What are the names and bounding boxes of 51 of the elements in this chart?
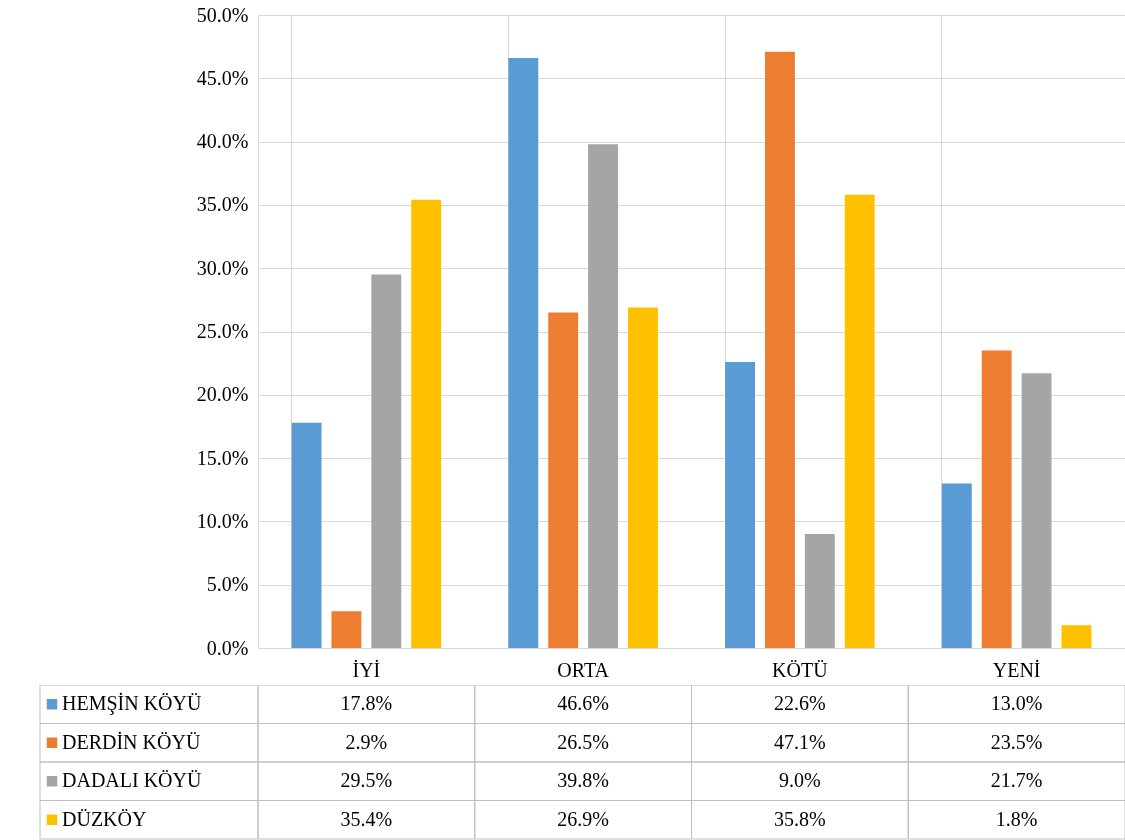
bar — [627, 307, 658, 648]
data-label: 21.7% — [990, 769, 1043, 792]
bar — [548, 312, 579, 648]
y-tick-label: 20.0% — [196, 383, 249, 406]
y-tick-label: 25.0% — [196, 320, 249, 342]
data-label: 9.0% — [779, 769, 821, 792]
bar — [508, 58, 539, 648]
bar — [981, 350, 1012, 648]
data-label: 47.1% — [774, 730, 826, 753]
bar — [331, 611, 362, 648]
data-label: 23.5% — [990, 730, 1043, 753]
data-label: 22.6% — [774, 692, 826, 715]
bar — [844, 194, 875, 648]
data-label: 35.4% — [340, 807, 393, 830]
data-label: 2.9% — [345, 730, 388, 753]
y-tick-label: 50.0% — [196, 3, 249, 26]
data-label: 26.9% — [557, 807, 609, 830]
bar — [1061, 625, 1092, 648]
legend-label: DERDİN KÖYÜ — [62, 730, 201, 753]
bar — [804, 534, 835, 648]
bar — [411, 199, 442, 648]
data-label: 17.8% — [340, 692, 393, 715]
bar — [764, 51, 795, 648]
data-label: 1.8% — [995, 807, 1038, 830]
data-label: 29.5% — [340, 769, 393, 792]
data-label: 46.6% — [557, 692, 609, 715]
bar — [941, 483, 972, 648]
legend-label: HEMŞİN KÖYÜ — [62, 692, 202, 716]
data-label: 35.8% — [774, 807, 826, 830]
x-tick-label: ORTA — [557, 658, 610, 681]
bar — [291, 422, 322, 648]
data-label: 39.8% — [557, 769, 609, 792]
bar — [725, 361, 756, 648]
data-label: 13.0% — [990, 692, 1043, 715]
y-tick-label: 40.0% — [196, 130, 249, 153]
y-tick-label: 30.0% — [196, 256, 249, 279]
y-tick-label: 5.0% — [206, 573, 249, 596]
y-tick-label: 45.0% — [196, 66, 249, 89]
legend-label: DÜZKÖY — [62, 807, 147, 830]
y-tick-label: 0.0% — [206, 636, 249, 659]
x-tick-label: KÖTÜ — [772, 658, 829, 681]
bar — [588, 144, 619, 648]
bar — [371, 274, 402, 648]
y-tick-label: 35.0% — [196, 193, 249, 216]
x-tick-label: İYİ — [352, 658, 381, 681]
legend-label: DADALI KÖYÜ — [62, 769, 202, 792]
x-tick-label: YENİ — [992, 658, 1041, 681]
y-tick-label: 15.0% — [196, 446, 249, 469]
y-tick-label: 10.0% — [196, 509, 249, 532]
bar — [1021, 373, 1052, 648]
data-label: 26.5% — [557, 730, 609, 753]
